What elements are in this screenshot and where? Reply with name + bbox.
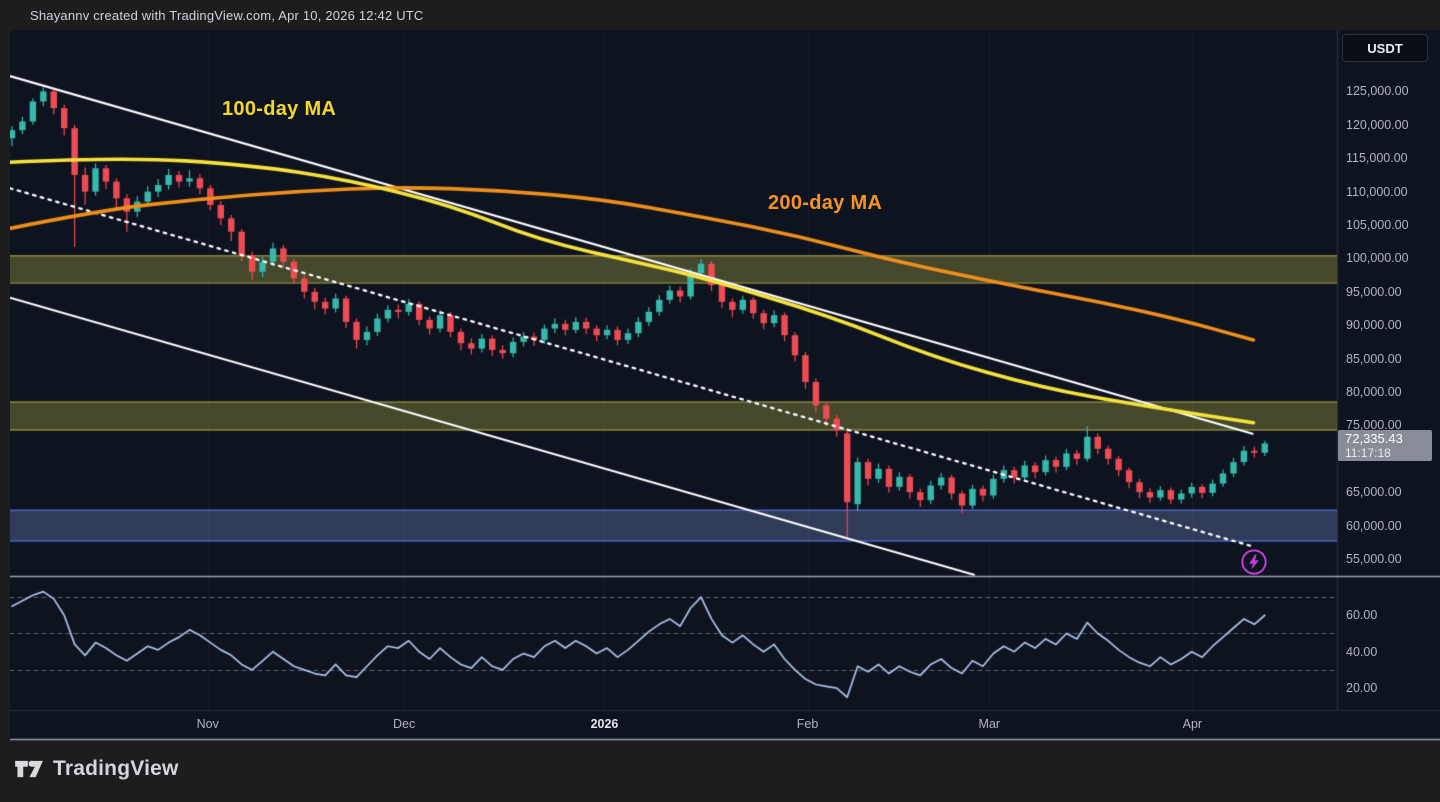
last-price-badge: 72,335.43 11:17:18 <box>1338 430 1432 462</box>
price-rsi-canvas[interactable] <box>10 30 1440 741</box>
bar-countdown: 11:17:18 <box>1345 446 1391 461</box>
chart-area[interactable]: 100-day MA 200-day MA USDT 125,000.00 120… <box>10 30 1440 741</box>
price-tick: 90,000.00 <box>1346 318 1402 333</box>
price-tick: 55,000.00 <box>1346 551 1402 566</box>
price-tick: 110,000.00 <box>1346 184 1408 199</box>
time-label: 2026 <box>590 717 619 731</box>
tradingview-logo[interactable]: TradingView <box>14 757 179 781</box>
lightning-bolt-icon[interactable] <box>1240 548 1268 576</box>
tradingview-logo-icon <box>15 760 43 778</box>
price-tick: 125,000.00 <box>1346 84 1409 99</box>
time-label: Apr <box>1182 717 1203 731</box>
quote-currency-button[interactable]: USDT <box>1342 34 1428 62</box>
attribution-bar: Shayannv created with TradingView.com, A… <box>0 0 1440 30</box>
time-label: Dec <box>392 717 416 731</box>
price-tick: 120,000.00 <box>1346 117 1409 132</box>
attribution-text: Shayannv created with TradingView.com, A… <box>30 8 424 23</box>
price-tick: 95,000.00 <box>1346 284 1402 299</box>
footer-bar: TradingView <box>0 741 1440 802</box>
ma100-annotation: 100-day MA <box>222 98 337 120</box>
time-label: Nov <box>196 717 219 731</box>
price-tick: 60,000.00 <box>1346 518 1402 533</box>
price-tick: 80,000.00 <box>1346 384 1402 399</box>
last-price-value: 72,335.43 <box>1345 431 1403 447</box>
price-tick: 65,000.00 <box>1346 485 1402 500</box>
rsi-tick: 20.00 <box>1346 681 1378 696</box>
rsi-tick: 40.00 <box>1346 644 1378 659</box>
tradingview-brand-text: TradingView <box>53 757 179 780</box>
time-label: Feb <box>796 717 819 731</box>
price-tick: 85,000.00 <box>1346 351 1402 366</box>
price-tick: 115,000.00 <box>1346 151 1408 166</box>
price-tick: 75,000.00 <box>1346 418 1402 433</box>
time-label: Mar <box>978 717 1001 731</box>
ma200-annotation: 200-day MA <box>768 192 883 214</box>
price-tick: 105,000.00 <box>1346 218 1409 233</box>
rsi-tick: 60.00 <box>1346 608 1378 623</box>
price-tick: 100,000.00 <box>1346 251 1409 266</box>
